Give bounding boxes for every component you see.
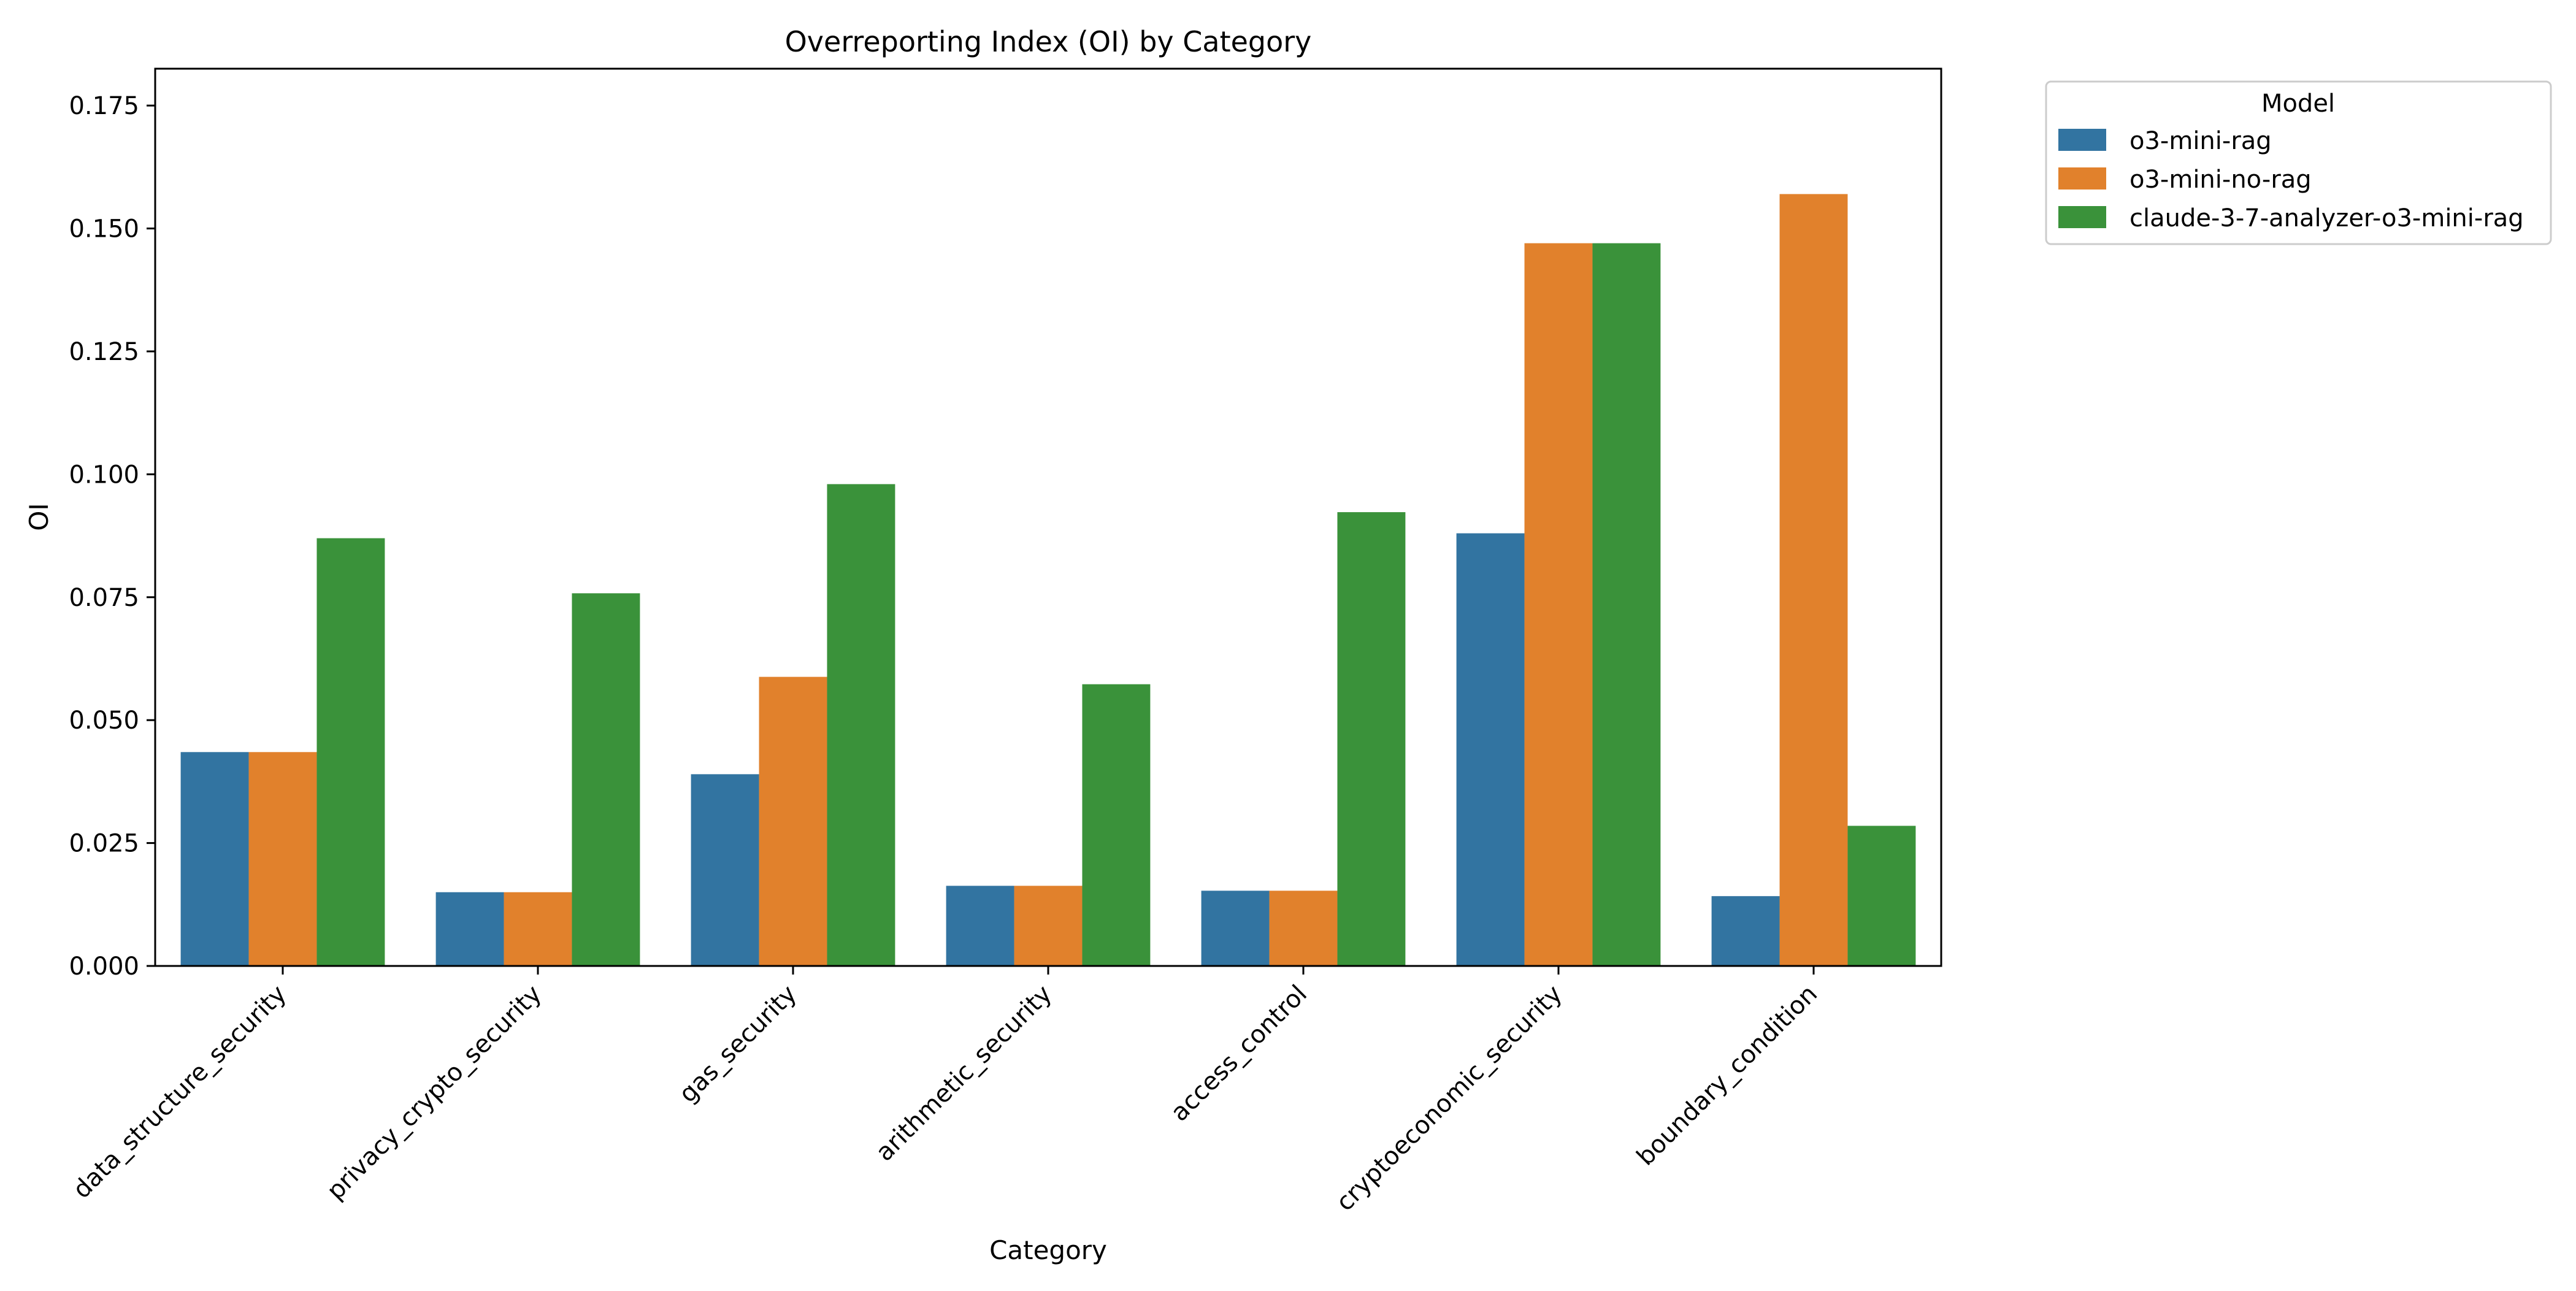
- bar-2-3: [759, 676, 827, 966]
- y-axis-ticks: 0.000 0.025 0.050 0.075 0.100 0.125 0.150 0.175: [69, 92, 155, 981]
- legend-frame: [2045, 80, 2552, 245]
- bar-groups: [180, 194, 1916, 967]
- legend-title: Model: [2261, 90, 2335, 118]
- bar-1-6: [1456, 533, 1525, 966]
- bar-3-4: [1082, 684, 1151, 966]
- x-axis-label: Category: [989, 1235, 1107, 1265]
- y-tick-label: 0.125: [69, 338, 139, 366]
- bar-3-1: [316, 538, 385, 966]
- chart-title: Overreporting Index (OI) by Category: [785, 25, 1312, 58]
- y-tick-label: 0.075: [69, 584, 139, 612]
- legend-label-3: claude-3-7-analyzer-o3-mini-rag: [2129, 204, 2524, 232]
- y-tick-label: 0.150: [69, 215, 139, 243]
- bar-1-2: [435, 892, 504, 966]
- bar-2-1: [248, 752, 317, 966]
- y-axis-label: OI: [24, 503, 54, 531]
- y-tick-label: 0.050: [69, 707, 139, 735]
- bar-2-7: [1779, 194, 1848, 966]
- y-tick-label: 0.000: [69, 952, 139, 981]
- bar-1-4: [946, 886, 1014, 966]
- bar-3-6: [1592, 243, 1661, 967]
- bar-1-5: [1201, 891, 1270, 966]
- legend: Model o3-mini-rag o3-mini-no-rag claude-3-…: [2045, 80, 2552, 245]
- y-tick-label: 0.175: [69, 92, 139, 120]
- bar-2-5: [1269, 891, 1338, 966]
- plot-frame: [154, 67, 1942, 967]
- bar-1-3: [691, 774, 759, 966]
- bar-2-2: [504, 892, 572, 966]
- bar-3-3: [827, 484, 895, 966]
- bar-2-4: [1014, 886, 1083, 966]
- y-tick-label: 0.100: [69, 461, 139, 489]
- bar-1-1: [180, 752, 249, 966]
- legend-items: o3-mini-rag o3-mini-no-rag claude-3-7-anal…: [2058, 127, 2524, 232]
- legend-label-1: o3-mini-rag: [2129, 127, 2272, 155]
- bar-3-7: [1847, 826, 1916, 966]
- bar-1-7: [1711, 896, 1780, 966]
- bar-3-2: [572, 593, 640, 966]
- legend-swatch-1: [2058, 129, 2106, 151]
- bar-2-6: [1524, 243, 1593, 967]
- legend-swatch-2: [2058, 167, 2106, 190]
- legend-label-2: o3-mini-no-rag: [2129, 166, 2312, 194]
- legend-swatch-3: [2058, 206, 2106, 228]
- bar-3-5: [1337, 512, 1406, 966]
- y-tick-label: 0.025: [69, 830, 139, 858]
